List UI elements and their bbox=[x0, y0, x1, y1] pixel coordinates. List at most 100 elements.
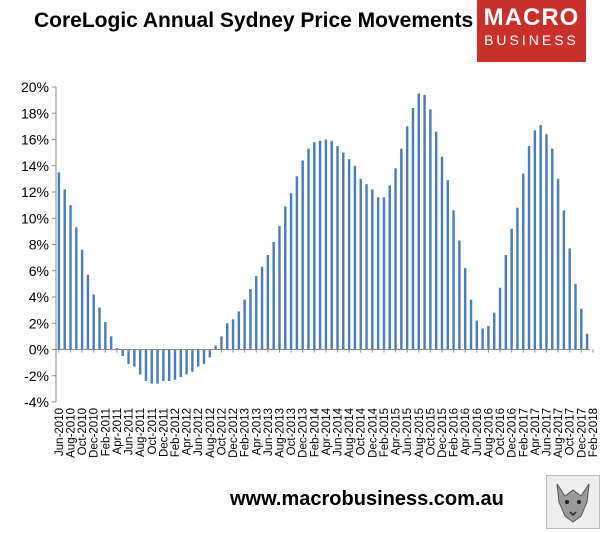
bar bbox=[63, 189, 66, 350]
bar bbox=[318, 140, 322, 350]
bar bbox=[452, 210, 455, 350]
x-tick-label: Feb-2012 bbox=[170, 408, 182, 457]
x-tick-label: Feb-2018 bbox=[588, 408, 600, 457]
bar bbox=[359, 178, 362, 350]
x-tick-label: Apr-2012 bbox=[182, 408, 194, 455]
x-axis-ticks: Jun-2010 Aug-2010 Oct-2010 Dec-2010 Feb-2011… bbox=[54, 349, 600, 458]
bar bbox=[138, 349, 142, 375]
wolf-logo-icon bbox=[546, 475, 600, 529]
bar bbox=[185, 349, 188, 375]
bar bbox=[243, 299, 246, 350]
bar bbox=[516, 207, 519, 350]
bar bbox=[278, 226, 281, 350]
x-tick-label: Apr-2016 bbox=[460, 408, 472, 455]
x-tick-label: Apr-2015 bbox=[391, 408, 403, 455]
bar bbox=[562, 210, 566, 350]
bar bbox=[115, 348, 119, 350]
y-tick-label: -4% bbox=[24, 394, 49, 410]
bar bbox=[162, 349, 165, 381]
bar bbox=[336, 146, 339, 350]
bar bbox=[469, 299, 473, 350]
bar bbox=[75, 227, 78, 350]
bar bbox=[179, 349, 183, 378]
bar bbox=[585, 333, 589, 350]
bar bbox=[191, 349, 194, 372]
x-tick-label: Jun-2016 bbox=[472, 408, 484, 456]
bar bbox=[371, 189, 374, 350]
macrobusiness-logo: MACRO BUSINESS bbox=[477, 0, 586, 62]
x-tick-label: Jun-2017 bbox=[541, 408, 553, 456]
x-tick-label: Jun-2013 bbox=[263, 408, 275, 456]
bar bbox=[144, 349, 148, 381]
y-tick-label: 16% bbox=[21, 132, 49, 148]
bar bbox=[574, 283, 577, 350]
bar bbox=[104, 321, 107, 350]
x-tick-label: Jun-2011 bbox=[124, 408, 136, 455]
x-tick-label: Feb-2017 bbox=[518, 408, 530, 457]
x-tick-label: Oct-2017 bbox=[565, 408, 577, 455]
x-tick-label: Dec-2011 bbox=[158, 408, 170, 457]
bar bbox=[353, 165, 357, 350]
bar bbox=[580, 308, 583, 350]
x-tick-label: Aug-2017 bbox=[553, 408, 565, 458]
bar bbox=[173, 349, 177, 380]
x-tick-label: Dec-2015 bbox=[437, 408, 449, 458]
bar bbox=[493, 312, 496, 350]
bar bbox=[92, 294, 95, 350]
bar bbox=[249, 289, 252, 350]
bar bbox=[330, 140, 333, 350]
x-tick-label: Oct-2013 bbox=[286, 408, 298, 455]
bar bbox=[434, 131, 438, 350]
bar bbox=[382, 197, 386, 350]
x-tick-label: Oct-2014 bbox=[356, 407, 368, 455]
bar-chart: -4% -2% 0% 2% 4% 6% 8% 10% 12% 14% 16% 18% 20% Jun-2… bbox=[21, 79, 600, 458]
bar bbox=[133, 349, 136, 367]
logo-line-2: BUSINESS bbox=[484, 32, 579, 48]
x-tick-label: Aug-2011 bbox=[135, 408, 147, 457]
bar bbox=[289, 193, 293, 350]
bar bbox=[313, 142, 316, 350]
bar bbox=[365, 184, 368, 350]
y-tick-label: 18% bbox=[21, 105, 49, 121]
bar bbox=[498, 287, 502, 350]
bar bbox=[86, 274, 90, 350]
bar bbox=[167, 349, 171, 381]
bar bbox=[556, 178, 560, 350]
y-axis-ticks: -4% -2% 0% 2% 4% 6% 8% 10% 12% 14% 16% 18% 20% bbox=[21, 79, 56, 410]
bar bbox=[255, 276, 258, 350]
x-tick-label: Oct-2012 bbox=[216, 408, 228, 455]
bar bbox=[394, 168, 397, 350]
bar bbox=[121, 349, 124, 357]
bar bbox=[69, 205, 72, 350]
bar bbox=[510, 228, 513, 350]
bar bbox=[80, 249, 84, 350]
bar bbox=[324, 139, 328, 350]
bar bbox=[388, 185, 391, 350]
bar bbox=[440, 156, 444, 350]
bar bbox=[504, 255, 508, 350]
logo-line-1: MACRO bbox=[483, 4, 580, 31]
bar bbox=[150, 349, 153, 384]
bar bbox=[272, 241, 275, 350]
x-tick-label: Feb-2013 bbox=[240, 408, 252, 457]
bar bbox=[342, 152, 345, 350]
bar bbox=[487, 325, 490, 350]
bar bbox=[417, 93, 420, 350]
x-tick-label: Oct-2015 bbox=[425, 408, 437, 455]
x-tick-label: Aug-2013 bbox=[274, 408, 286, 458]
website-url: www.macrobusiness.com.au bbox=[230, 488, 504, 510]
x-tick-label: Oct-2016 bbox=[495, 408, 507, 455]
x-tick-label: Aug-2014 bbox=[344, 407, 356, 457]
bar bbox=[376, 197, 380, 350]
bar bbox=[57, 172, 61, 350]
x-tick-label: Dec-2016 bbox=[507, 408, 519, 458]
bar bbox=[347, 159, 351, 350]
bar bbox=[475, 320, 479, 350]
chart-title: CoreLogic Annual Sydney Price Movements bbox=[34, 9, 474, 32]
x-tick-label: Jun-2015 bbox=[402, 408, 414, 456]
y-tick-label: 20% bbox=[21, 79, 49, 95]
bar bbox=[156, 349, 159, 384]
bar bbox=[196, 349, 200, 367]
bar bbox=[220, 336, 223, 350]
bar bbox=[405, 126, 409, 350]
